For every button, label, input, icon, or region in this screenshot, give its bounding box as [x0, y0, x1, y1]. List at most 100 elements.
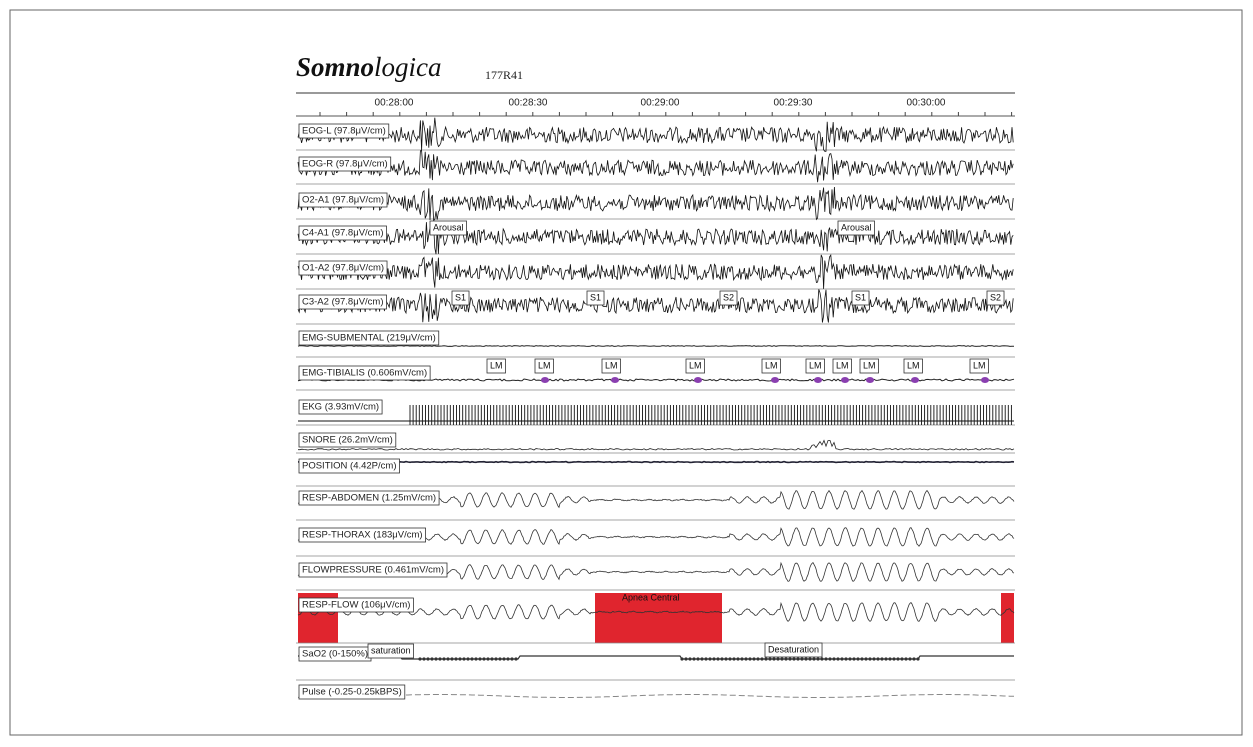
lm-label: LM: [836, 360, 849, 370]
desat-label: saturation: [371, 645, 411, 655]
desat-marker: [736, 657, 740, 661]
desat-marker: [856, 657, 860, 661]
waveform: [298, 439, 1015, 451]
desat-marker: [784, 657, 788, 661]
desat-marker: [864, 657, 868, 661]
lm-label: LM: [863, 360, 876, 370]
waveform: [298, 694, 1015, 698]
channel-label-box: [298, 562, 448, 578]
lm-label-box: [832, 358, 852, 374]
desat-marker: [848, 657, 852, 661]
desat-marker: [506, 657, 510, 661]
channel-label-box: [298, 597, 414, 613]
desat-marker: [446, 657, 450, 661]
desat-marker: [684, 657, 688, 661]
waveform: [297, 345, 1015, 347]
desat-marker: [888, 657, 892, 661]
desat-marker: [760, 657, 764, 661]
channel-label-box: [298, 684, 406, 700]
desat-marker: [812, 657, 816, 661]
desat-marker: [680, 657, 684, 661]
channel-label-box: [298, 123, 390, 139]
desat-marker: [482, 657, 486, 661]
leg-movement-burst: [541, 377, 549, 383]
leg-movement-burst: [694, 377, 702, 383]
time-label: 00:28:00: [375, 98, 414, 109]
lm-label-box: [534, 358, 554, 374]
lm-label-box: [685, 358, 705, 374]
desat-marker: [430, 657, 434, 661]
stage-label-box: [586, 290, 605, 306]
lm-label: LM: [538, 360, 551, 370]
channel-label: RESP-FLOW (106μV/cm): [302, 600, 410, 611]
arousal-label-box: [837, 220, 875, 236]
leg-movement-burst: [814, 377, 822, 383]
apnea-event: [1001, 593, 1014, 643]
lm-label: LM: [765, 360, 778, 370]
channel-label: SaO2 (0-150%): [302, 649, 368, 660]
desat-marker: [716, 657, 720, 661]
channel-label: O1-A2 (97.8μV/cm): [302, 263, 384, 274]
leg-movement-burst: [981, 377, 989, 383]
channel-label: EMG-TIBIALIS (0.606mV/cm): [302, 368, 427, 379]
desat-marker: [800, 657, 804, 661]
stage-label-box: [851, 290, 870, 306]
lm-label: LM: [907, 360, 920, 370]
desat-marker: [478, 657, 482, 661]
desat-marker: [876, 657, 880, 661]
frame: [9, 9, 1243, 736]
desat-marker: [804, 657, 808, 661]
channel-label-box: [298, 458, 400, 474]
desat-marker: [768, 657, 772, 661]
desat-marker: [700, 657, 704, 661]
logo-bold: Somno: [296, 52, 374, 82]
channel-label: O2-A1 (97.8μV/cm): [302, 195, 384, 206]
channel-label: EOG-L (97.8μV/cm): [302, 126, 386, 137]
desat-marker: [912, 657, 916, 661]
channel-label: RESP-THORAX (183μV/cm): [302, 530, 423, 541]
desat-marker: [438, 657, 442, 661]
desat-marker: [808, 657, 812, 661]
leg-movement-burst: [866, 377, 874, 383]
desat-marker: [712, 657, 716, 661]
waveform: [297, 378, 1015, 382]
desat-marker: [908, 657, 912, 661]
desat-marker: [892, 657, 896, 661]
channel-label: C4-A1 (97.8μV/cm): [302, 228, 384, 239]
desat-marker: [502, 657, 506, 661]
channel-label: FLOWPRESSURE (0.461mV/cm): [302, 565, 444, 576]
arousal-label: Arousal: [433, 222, 464, 232]
leg-movement-burst: [771, 377, 779, 383]
desat-marker: [772, 657, 776, 661]
channel-label-box: [298, 225, 387, 241]
waveform: [297, 222, 1014, 255]
desat-marker: [776, 657, 780, 661]
desat-marker: [840, 657, 844, 661]
lm-label-box: [486, 358, 506, 374]
channel-label: EMG-SUBMENTAL (219μV/cm): [302, 333, 436, 344]
desat-marker: [872, 657, 876, 661]
desat-marker: [868, 657, 872, 661]
desat-marker: [900, 657, 904, 661]
lm-label-box: [805, 358, 825, 374]
desat-marker: [816, 657, 820, 661]
channel-label: POSITION (4.42P/cm): [302, 461, 397, 472]
desat-marker: [474, 657, 478, 661]
channel-label-box: [298, 294, 387, 310]
desat-marker: [852, 657, 856, 661]
leg-movement-burst: [841, 377, 849, 383]
desat-marker: [688, 657, 692, 661]
lm-label: LM: [689, 360, 702, 370]
desat-label: Desaturation: [768, 644, 819, 654]
desat-marker: [458, 657, 462, 661]
desat-marker: [708, 657, 712, 661]
arousal-label-box: [429, 220, 467, 236]
desat-marker: [820, 657, 824, 661]
channel-label-box: [298, 330, 440, 346]
desat-marker: [904, 657, 908, 661]
desat-label-box: [764, 642, 823, 658]
channel-label-box: [298, 192, 388, 208]
channel-label-box: [298, 156, 392, 172]
desat-marker: [748, 657, 752, 661]
